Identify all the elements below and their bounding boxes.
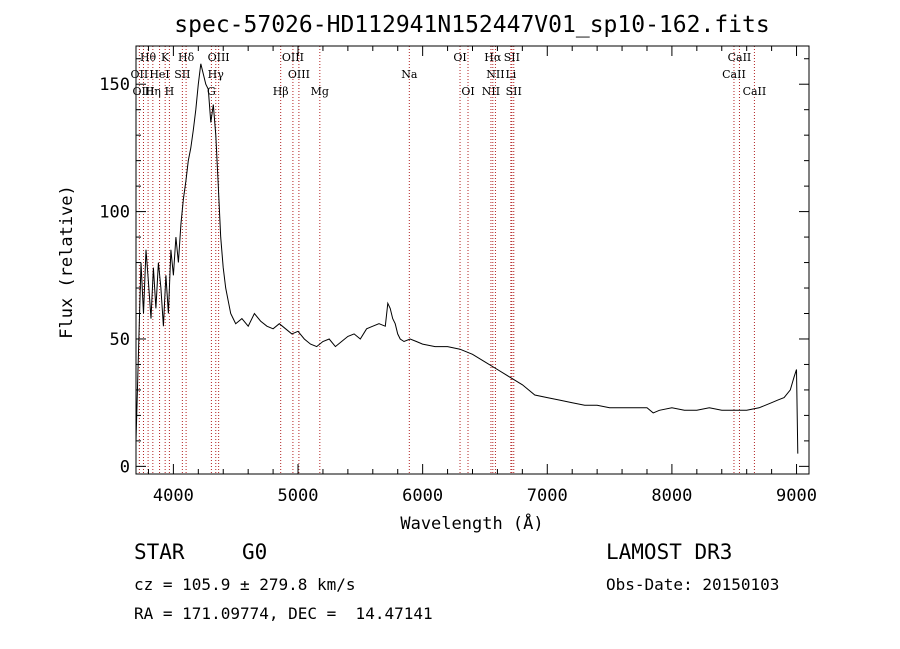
spectral-line-label: CaII	[722, 68, 746, 81]
spectral-line-label: Hγ	[208, 68, 225, 81]
spectral-line-label: Li	[505, 68, 516, 81]
spectral-line-label: Hβ	[273, 85, 289, 98]
spectral-line-label: H	[165, 85, 175, 98]
spectral-line-label: OIII	[282, 51, 304, 64]
spectral-line-label: Na	[401, 68, 418, 81]
spectrum-series-line	[135, 63, 799, 454]
object-subclass: G0	[242, 540, 268, 564]
y-axis-label: Flux (relative)	[57, 185, 77, 339]
spectral-line-label: SII	[506, 85, 522, 98]
spectral-line-label: Hη	[145, 85, 161, 98]
spectral-line-label: OII	[131, 68, 149, 81]
spectral-line-label: HeI	[149, 68, 169, 81]
spectral-line-label: OIII	[288, 68, 310, 81]
spectral-line-label: OI	[461, 85, 474, 98]
chart-title: spec-57026-HD112941N152447V01_sp10-162.f…	[174, 12, 769, 38]
x-tick-label: 6000	[402, 486, 443, 506]
spectral-line-label: NII	[486, 68, 504, 81]
object-class: STAR	[134, 540, 185, 564]
x-tick-label: 7000	[527, 486, 568, 506]
x-tick-label: 8000	[651, 486, 692, 506]
spectral-line-label: OIII	[208, 51, 230, 64]
spectral-line-label: OI	[453, 51, 466, 64]
survey-name: LAMOST DR3	[606, 540, 733, 564]
spectral-line-label: CaII	[743, 85, 767, 98]
y-tick-label: 0	[120, 457, 130, 477]
x-axis-label: Wavelength (Å)	[400, 512, 543, 534]
spectral-line-label: OIII	[132, 85, 154, 98]
spectral-line-label: Hθ	[140, 51, 157, 64]
plot-frame	[135, 45, 810, 475]
x-tick-label: 5000	[278, 486, 319, 506]
observation-date: Obs-Date: 20150103	[606, 575, 780, 594]
spectral-line-label: Mg	[311, 85, 329, 98]
y-axis-ticks: 0 50 100 150	[99, 58, 809, 477]
spectral-line-markers	[138, 46, 755, 474]
redshift-velocity: cz = 105.9 ± 279.8 km/s	[134, 575, 356, 594]
x-tick-label: 4000	[153, 486, 194, 506]
spectral-line-label: NII	[482, 85, 500, 98]
x-tick-label: 9000	[776, 486, 817, 506]
y-tick-label: 50	[110, 330, 130, 350]
spectral-line-label: Hα	[484, 51, 502, 64]
spectral-line-label: SII	[504, 51, 520, 64]
coordinates: RA = 171.09774, DEC = 14.47141	[134, 604, 433, 623]
y-tick-label: 150	[99, 75, 130, 95]
spectral-line-label: K	[161, 51, 170, 64]
spectral-line-label: SII	[174, 68, 190, 81]
spectral-line-label: G	[207, 85, 216, 98]
x-axis-ticks: 4000 5000 6000 7000 8000 9000	[147, 46, 817, 506]
spectral-line-label: CaII	[728, 51, 752, 64]
spectral-line-label: Hδ	[178, 51, 195, 64]
y-tick-label: 100	[99, 203, 130, 223]
